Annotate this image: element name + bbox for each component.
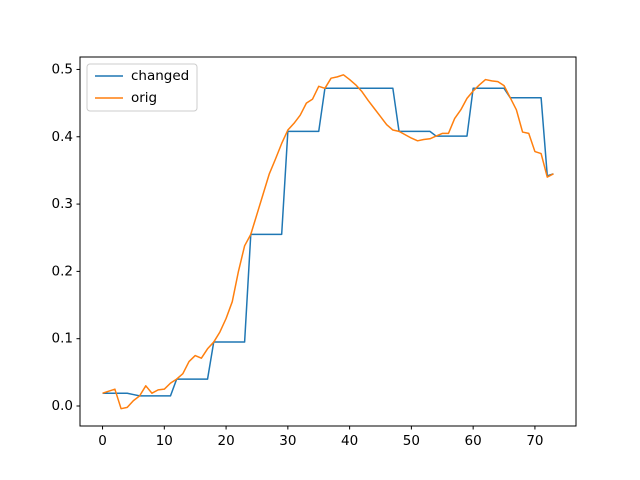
x-tick-label: 40 (341, 433, 358, 449)
x-tick-label: 30 (279, 433, 296, 449)
x-tick-label: 10 (156, 433, 173, 449)
y-tick-label: 0.4 (52, 129, 73, 145)
legend-label: orig (131, 90, 157, 106)
series-line (102, 87, 554, 397)
x-tick-label: 60 (465, 433, 482, 449)
series-line (102, 74, 554, 410)
x-tick-label: 50 (403, 433, 420, 449)
y-tick-label: 0.5 (52, 61, 73, 77)
y-tick-label: 0.0 (52, 398, 73, 414)
x-tick-label: 0 (98, 433, 107, 449)
x-tick-label: 70 (526, 433, 543, 449)
axes-frame (79, 56, 577, 427)
y-tick-label: 0.3 (52, 196, 73, 212)
y-tick-label: 0.2 (52, 263, 73, 279)
y-tick-label: 0.1 (52, 331, 73, 347)
legend-label: changed (131, 68, 189, 84)
x-tick-label: 20 (217, 433, 234, 449)
